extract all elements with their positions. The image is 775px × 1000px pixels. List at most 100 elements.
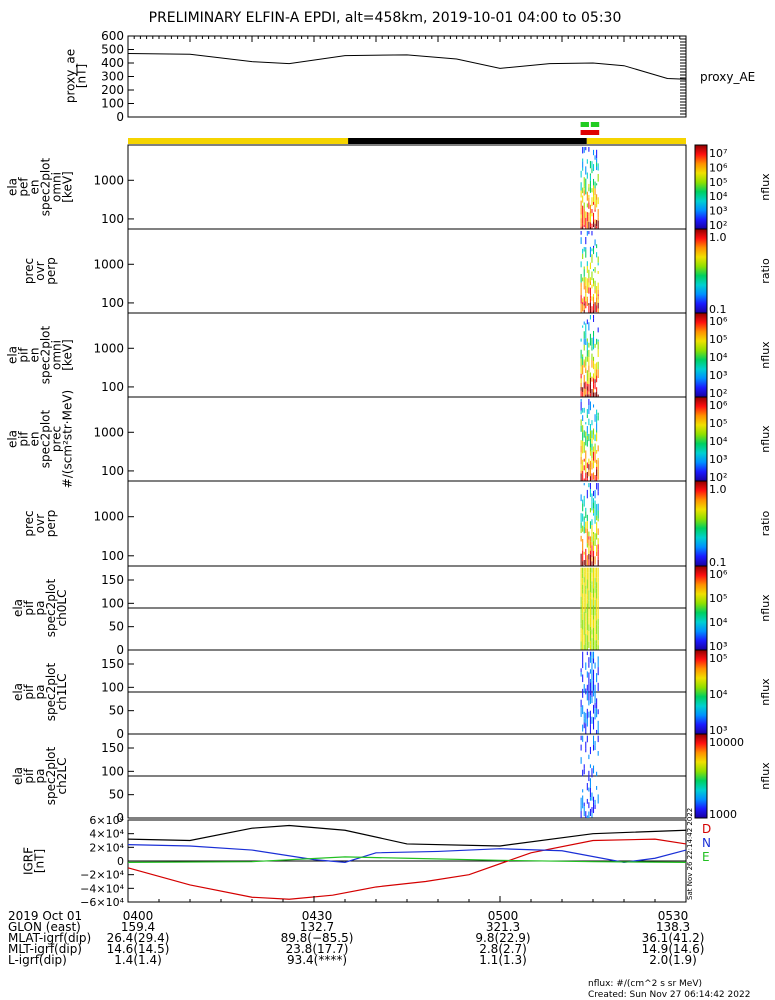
en_omni-pixel <box>580 200 582 208</box>
en_omni-pixel <box>585 178 587 186</box>
en_omni-colorbar-tick: 10² <box>709 219 727 232</box>
pif_prec-pixel <box>583 407 585 413</box>
pif_prec-pixel <box>583 430 585 433</box>
pa_ch1-colorbar-tick: 10⁴ <box>709 688 728 701</box>
en_omni-pixel <box>588 147 590 152</box>
pa_ch1-pixel <box>583 722 585 729</box>
pif_omni-pixel <box>589 377 591 385</box>
prec_ratio_1-pixel <box>580 282 582 288</box>
pif_omni-pixel <box>593 378 595 385</box>
pa_ch1-pixel <box>588 693 590 701</box>
pa_ch0-pixel <box>586 612 588 621</box>
pa_ch1-pixel <box>594 692 596 703</box>
en_omni-pixel <box>588 202 590 209</box>
pif_prec-tick-label: 1000 <box>93 425 124 439</box>
pa_ch0-pixel <box>596 647 598 650</box>
pa_ch0-pixel <box>580 582 582 587</box>
en_omni-pixel <box>582 205 584 215</box>
prec_ratio_1-pixel <box>583 310 585 313</box>
pif_prec-pixel <box>580 473 582 481</box>
pa_ch0-pixel <box>583 571 585 578</box>
prec_ratio_1-pixel <box>586 231 588 236</box>
pif_prec-pixel <box>588 461 590 465</box>
pa_ch2-pixel <box>582 769 584 777</box>
pa_ch2-pixel <box>594 799 596 805</box>
pa_ch0-pixel <box>583 582 585 589</box>
pa_ch1-ylabel-line: spec2plot <box>44 662 58 721</box>
en_omni-pixel <box>585 211 587 218</box>
prec_ratio_2-pixel <box>580 535 582 542</box>
pif_omni-frame <box>127 312 687 398</box>
science-marker-red <box>580 130 600 135</box>
pa_ch2-pixel <box>585 748 587 753</box>
pa_ch1-colorbar-tick: 10⁵ <box>709 652 727 665</box>
pa_ch1-pixel <box>588 700 590 706</box>
pif_prec-pixel <box>586 471 588 476</box>
prec_ratio_2-pixel <box>588 539 590 546</box>
en_omni-colorbar <box>694 144 708 230</box>
en_omni-pixel <box>586 212 588 215</box>
prec_ratio_1-pixel <box>580 237 582 244</box>
en_omni-pixel <box>591 161 593 169</box>
prec_ratio_1-colorbar-tick: 1.0 <box>709 231 727 244</box>
pif_omni-ylabel-line: ela <box>6 346 20 364</box>
prec_ratio_2-pixel <box>588 545 590 554</box>
pa_ch0-pixel <box>586 620 588 631</box>
pif_prec-pixel <box>591 462 593 470</box>
prec_ratio_2-pixel <box>589 507 591 513</box>
prec_ratio_1-pixel <box>593 294 595 297</box>
prec_ratio_1-pixel <box>583 282 585 290</box>
prec_ratio_2-pixel <box>596 515 598 521</box>
pa_ch0-pixel <box>597 567 599 578</box>
prec_ratio_2-tick-label: 1000 <box>93 510 124 524</box>
pa_ch2-pixel <box>583 764 585 769</box>
en_omni-ylabel-line: pef <box>17 177 31 197</box>
pif_omni-pixel <box>593 344 595 350</box>
pa_ch2-pixel <box>593 744 595 751</box>
pif_omni-pixel <box>580 378 582 383</box>
pa_ch1-pixel <box>588 657 590 663</box>
pa_ch2-pixel <box>589 787 591 798</box>
en_omni-ylabel-line: en <box>28 180 42 195</box>
pif_prec-pixel <box>586 439 588 447</box>
pif_omni-pixel <box>586 338 588 342</box>
pa_ch1-pixel <box>593 690 595 697</box>
pa_ch1-pixel <box>586 671 588 678</box>
prec_ratio_2-pixel <box>588 553 590 560</box>
pif_omni-pixel <box>585 360 587 366</box>
en_omni-pixel <box>588 212 590 217</box>
en_omni-pixel <box>586 191 588 201</box>
igrf-ylabel-line: [nT] <box>33 849 47 873</box>
prec_ratio_1-pixel <box>582 248 584 254</box>
pa_ch0-pixel <box>586 567 588 573</box>
en_omni-pixel <box>585 225 587 229</box>
pif_omni-pixel <box>586 356 588 362</box>
prec_ratio_1-pixel <box>588 269 590 279</box>
pif_omni-pixel <box>586 383 588 387</box>
pa_ch1-tick-label: 0 <box>116 727 124 741</box>
pif_omni-pixel <box>597 327 599 333</box>
igrf-legend-E: E <box>702 850 710 864</box>
pa_ch2-pixel <box>583 802 585 807</box>
prec_ratio_2-pixel <box>597 528 599 535</box>
pif_omni-pixel <box>593 315 595 319</box>
pa_ch0-pixel <box>591 615 593 626</box>
pa_ch2-pixel <box>583 768 585 775</box>
en_omni-pixel <box>588 216 590 222</box>
en_omni-ylabel-line: ela <box>6 178 20 196</box>
pa_ch1-pixel <box>580 699 582 708</box>
en_omni-pixel <box>589 213 591 223</box>
pa_ch1-pixel <box>591 697 593 703</box>
prec_ratio_1-pixel <box>588 303 590 306</box>
pif_prec-pixel <box>582 474 584 481</box>
en_omni-pixel <box>589 160 591 169</box>
prec_ratio_2-pixel <box>585 548 587 553</box>
prec_ratio_1-pixel <box>586 298 588 306</box>
en_omni-pixel <box>589 173 591 176</box>
pif_omni-colorbar <box>694 312 708 398</box>
pa_ch2-pixel <box>588 811 590 818</box>
axis-row-label: MLT-igrf(dip) <box>8 942 82 956</box>
prec_ratio_1-pixel <box>585 277 587 286</box>
pa_ch0-pixel <box>580 573 582 579</box>
